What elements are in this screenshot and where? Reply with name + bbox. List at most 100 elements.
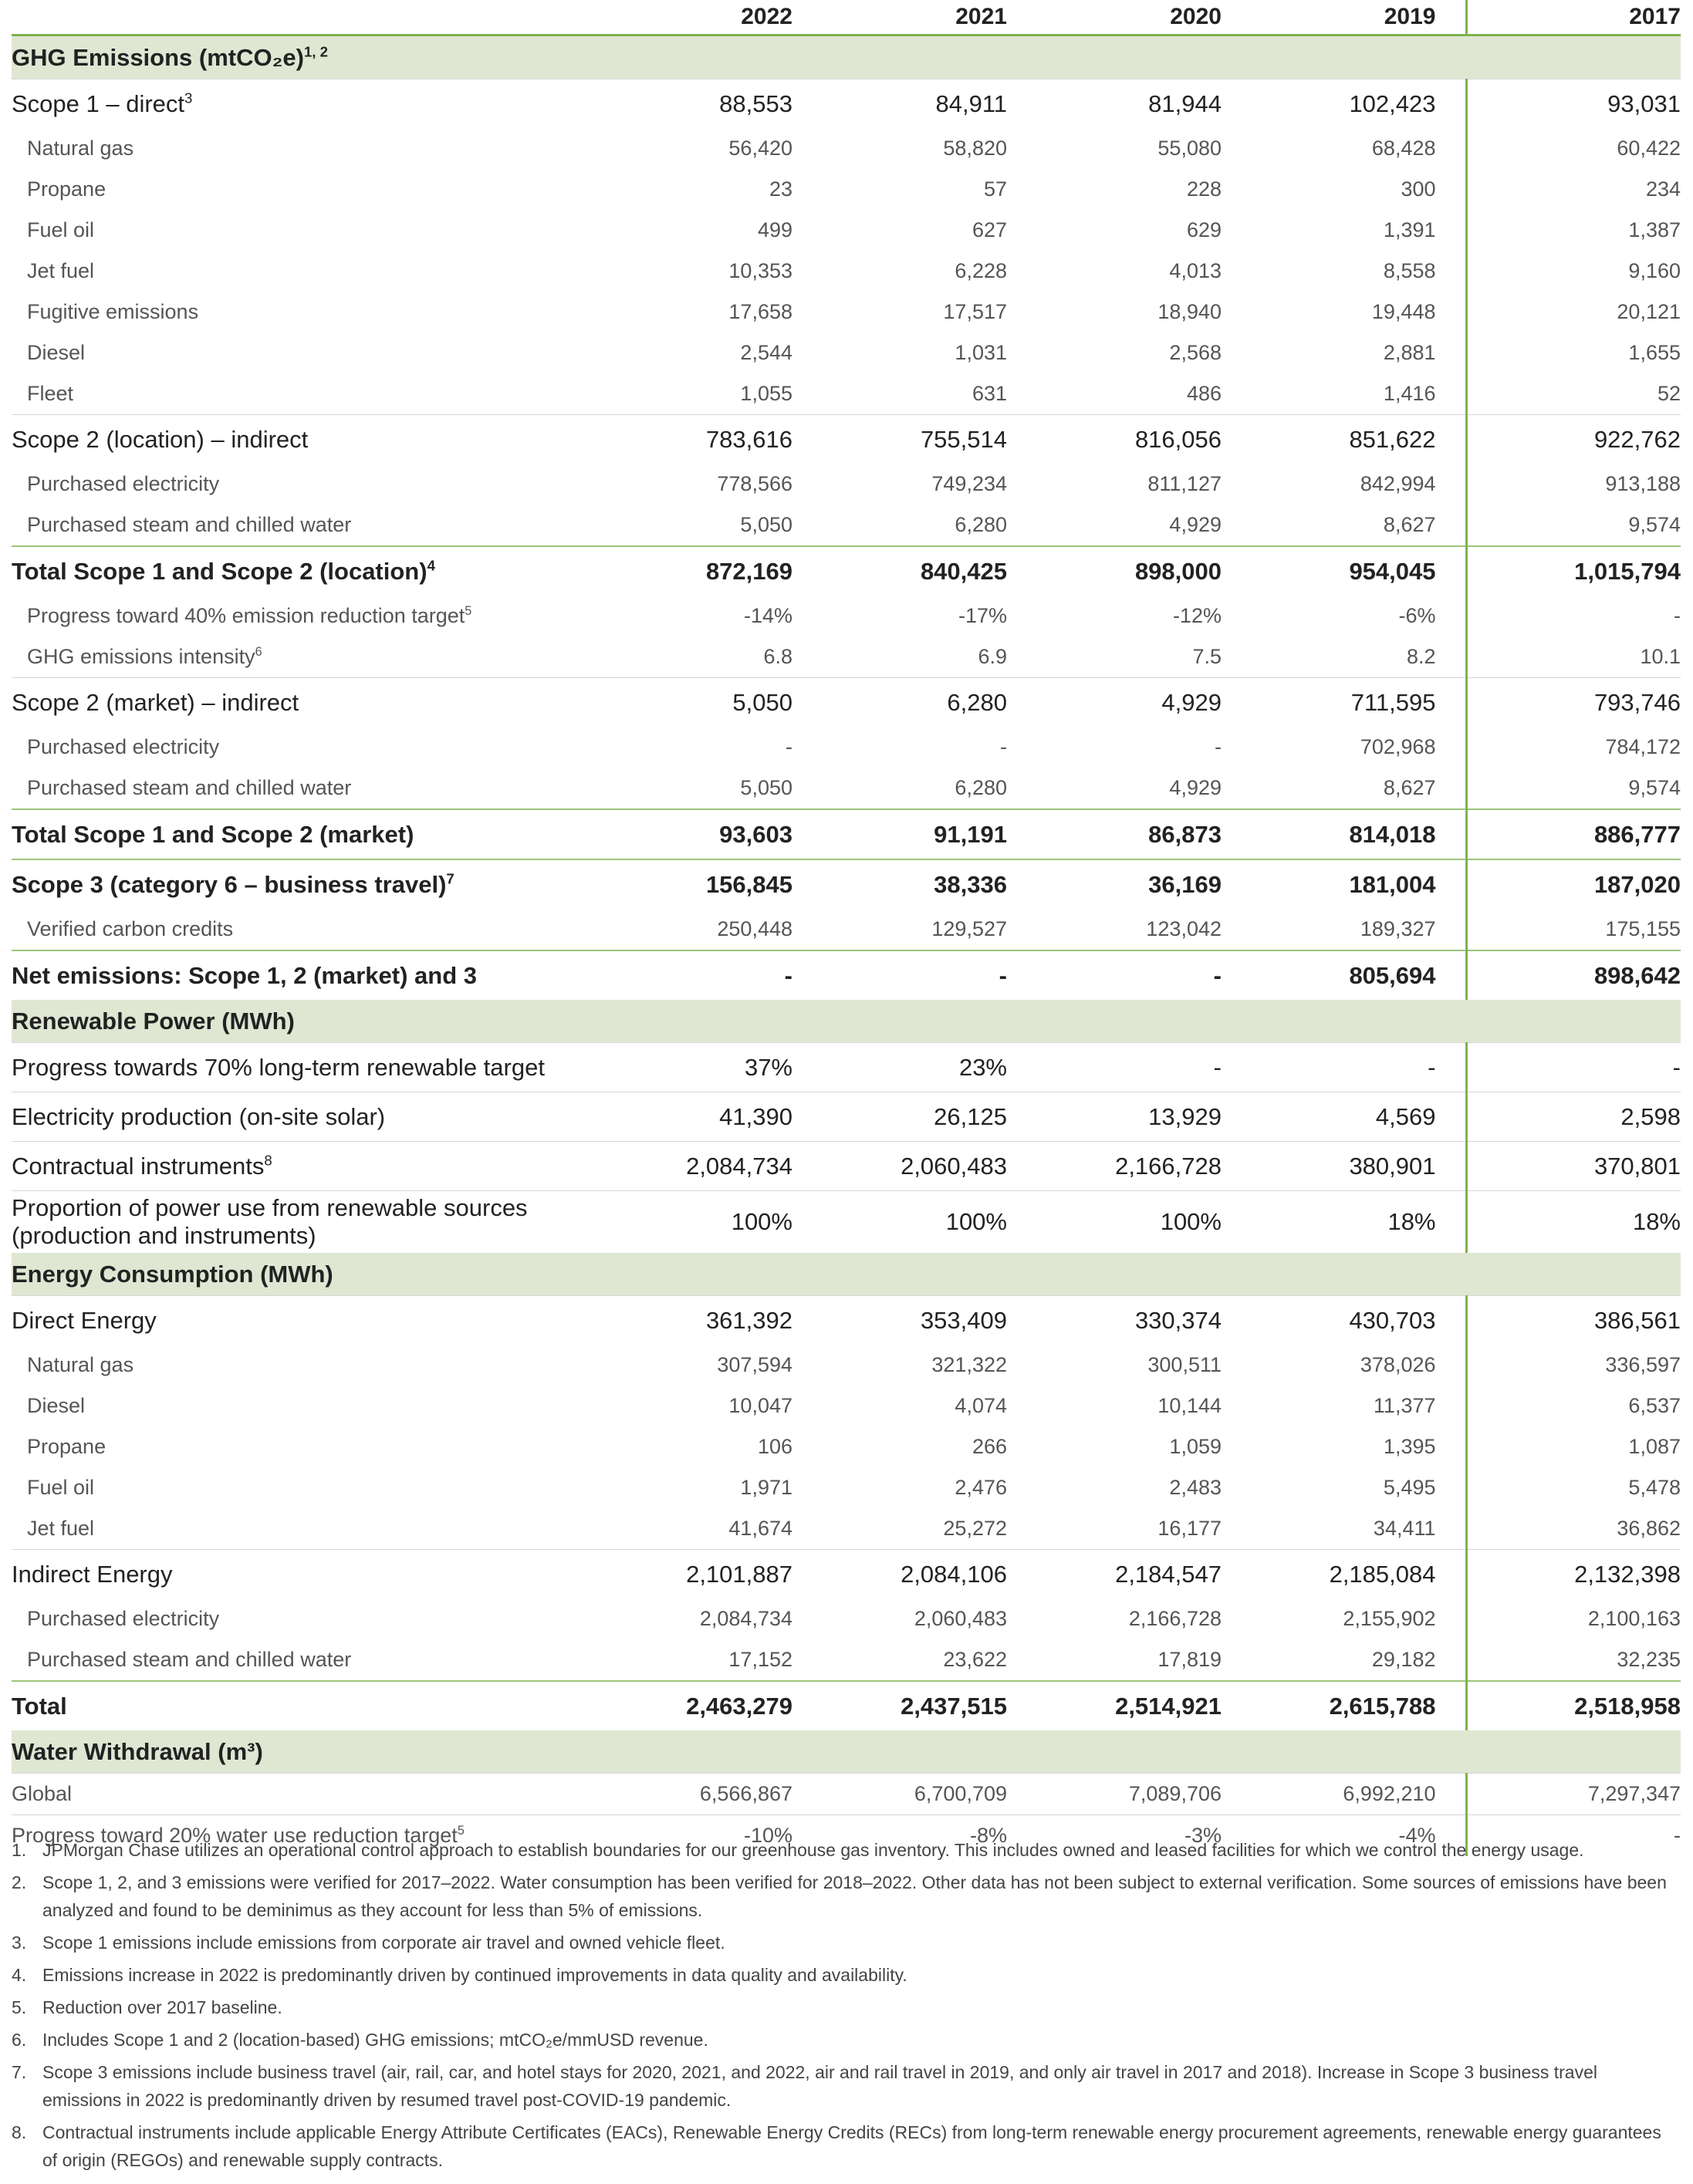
value-cell: 1,015,794 xyxy=(1465,545,1681,596)
data-row: Fugitive emissions 17,658 17,517 18,940 19,4… xyxy=(12,292,1681,332)
row-label: Fuel oil xyxy=(27,1476,95,1499)
value-cell: 814,018 xyxy=(1222,808,1466,859)
value-cell: 37% xyxy=(567,1042,792,1092)
value-cell: 187,020 xyxy=(1465,859,1681,909)
value-cell: - xyxy=(1465,1042,1681,1092)
row-label: Purchased electricity xyxy=(27,735,220,758)
footnote-text: Emissions increase in 2022 is predominan… xyxy=(42,1965,907,1985)
row-label-cell: Jet fuel xyxy=(12,1508,567,1550)
footnote-text: Scope 1 emissions include emissions from… xyxy=(42,1933,725,1953)
value-cell: 1,416 xyxy=(1383,382,1436,405)
row-label: Diesel xyxy=(27,1394,86,1417)
row-label: Electricity production (on-site solar) xyxy=(12,1102,386,1130)
row-label: Natural gas xyxy=(27,137,134,160)
data-row: Fleet 1,055 631 486 1,416 52 xyxy=(12,373,1681,415)
value-cell: 6,566,867 xyxy=(567,1773,792,1815)
row-label-cell: Fuel oil xyxy=(12,1467,567,1508)
value-cell: 266 xyxy=(972,1435,1007,1458)
value-cell: 1,031 xyxy=(955,341,1007,364)
value-cell: 1,059 xyxy=(1169,1435,1222,1458)
value-cell: 2,518,958 xyxy=(1465,1680,1681,1730)
row-label-cell: Purchased steam and chilled water xyxy=(12,1639,567,1681)
row-label-cell: Scope 1 – direct3 xyxy=(12,79,567,128)
value-cell: 9,574 xyxy=(1465,505,1681,546)
value-cell: 954,045 xyxy=(1222,545,1466,596)
value-cell: 4,013 xyxy=(1169,259,1222,282)
value-cell: 100% xyxy=(567,1190,792,1253)
value-cell: 8,627 xyxy=(1383,776,1436,799)
value-cell: 7,297,347 xyxy=(1465,1773,1681,1815)
row-label-cell: Scope 3 (category 6 – business travel)7 xyxy=(12,859,567,909)
value-cell: 189,327 xyxy=(1360,917,1436,940)
value-cell: 36,862 xyxy=(1465,1508,1681,1550)
section-title-text: Renewable Power (MWh) xyxy=(12,1007,295,1035)
value-cell: 129,527 xyxy=(931,917,1007,940)
value-cell: 81,944 xyxy=(1007,79,1222,128)
row-label-cell: Direct Energy xyxy=(12,1295,567,1345)
row-label: Global xyxy=(12,1782,73,1805)
value-cell: 88,553 xyxy=(567,79,792,128)
row-label-cell: Progress toward 40% emission reduction t… xyxy=(12,596,567,636)
section-title: Renewable Power (MWh) xyxy=(12,1000,1681,1043)
value-cell: 4,929 xyxy=(1169,776,1222,799)
data-row: Fuel oil 1,971 2,476 2,483 5,495 5,478 xyxy=(12,1467,1681,1508)
footnote: 5. Reduction over 2017 baseline. xyxy=(12,1993,1678,2021)
value-cell: 11,377 xyxy=(1373,1394,1436,1417)
value-cell: 93,031 xyxy=(1465,79,1681,128)
section-row: Renewable Power (MWh) xyxy=(12,1000,1681,1043)
value-cell: 5,478 xyxy=(1465,1467,1681,1508)
value-cell: 6,228 xyxy=(955,259,1007,282)
value-cell: 2,166,728 xyxy=(1128,1607,1222,1630)
row-label-cell: Electricity production (on-site solar) xyxy=(12,1092,567,1142)
value-cell: 52 xyxy=(1465,373,1681,415)
value-cell: 330,374 xyxy=(1007,1295,1222,1345)
value-cell: -12% xyxy=(1172,604,1222,627)
row-label-cell: Indirect Energy xyxy=(12,1549,567,1598)
year-header: 2021 xyxy=(792,0,1007,36)
value-cell: 2,514,921 xyxy=(1007,1680,1222,1730)
value-cell: 5,050 xyxy=(567,677,792,727)
value-cell: 2,184,547 xyxy=(1007,1549,1222,1598)
value-cell: 307,594 xyxy=(717,1353,792,1376)
data-row: Natural gas 56,420 58,820 55,080 68,428 60,42… xyxy=(12,128,1681,169)
row-label-cell: Jet fuel xyxy=(12,251,567,292)
value-cell: 2,881 xyxy=(1383,341,1436,364)
value-cell: 711,595 xyxy=(1222,677,1466,727)
value-cell: -6% xyxy=(1398,604,1436,627)
value-cell: 430,703 xyxy=(1222,1295,1466,1345)
row-label-cell: Scope 2 (market) – indirect xyxy=(12,677,567,727)
row-label: Progress toward 40% emission reduction t… xyxy=(27,604,465,627)
value-cell: 29,182 xyxy=(1371,1648,1436,1671)
value-cell: 17,658 xyxy=(728,300,792,323)
value-cell: 5,050 xyxy=(740,513,792,536)
row-label: Jet fuel xyxy=(27,259,95,282)
row-label: Jet fuel xyxy=(27,1517,95,1540)
value-cell: 84,911 xyxy=(792,79,1007,128)
value-cell: -8% xyxy=(792,1814,1007,1856)
value-cell: 58,820 xyxy=(943,137,1007,160)
value-cell: 10,353 xyxy=(728,259,792,282)
data-row: Propane 106 266 1,059 1,395 1,087 xyxy=(12,1426,1681,1467)
row-label-cell: Diesel xyxy=(12,1386,567,1426)
data-row: Scope 1 – direct3 88,553 84,911 81,944 102,4… xyxy=(12,79,1681,128)
value-cell: 9,574 xyxy=(1465,768,1681,809)
value-cell: 106 xyxy=(757,1435,792,1458)
value-cell: 321,322 xyxy=(931,1353,1007,1376)
year-header: 2020 xyxy=(1007,0,1222,36)
value-cell: 26,125 xyxy=(792,1092,1007,1142)
data-row: Scope 2 (market) – indirect 5,050 6,280 4,9… xyxy=(12,677,1681,727)
data-row: Scope 3 (category 6 – business travel)7 1… xyxy=(12,859,1681,909)
value-cell: 898,642 xyxy=(1465,950,1681,1000)
footnote-text: JPMorgan Chase utilizes an operational c… xyxy=(42,1840,1584,1860)
data-row: GHG emissions intensity6 6.8 6.9 7.5 8.2 10.1 xyxy=(12,636,1681,678)
value-cell: 4,929 xyxy=(1169,513,1222,536)
value-cell: 816,056 xyxy=(1007,414,1222,464)
value-cell: 18% xyxy=(1222,1190,1466,1253)
row-label: Progress toward 20% water use reduction … xyxy=(12,1824,458,1847)
value-cell: 86,873 xyxy=(1007,808,1222,859)
value-cell: 778,566 xyxy=(717,472,792,495)
header-row: 2022 2021 2020 2019 2017 xyxy=(12,0,1681,36)
row-label: Purchased steam and chilled water xyxy=(27,513,352,536)
value-cell: 17,152 xyxy=(728,1648,792,1671)
value-cell: 2,185,084 xyxy=(1222,1549,1466,1598)
